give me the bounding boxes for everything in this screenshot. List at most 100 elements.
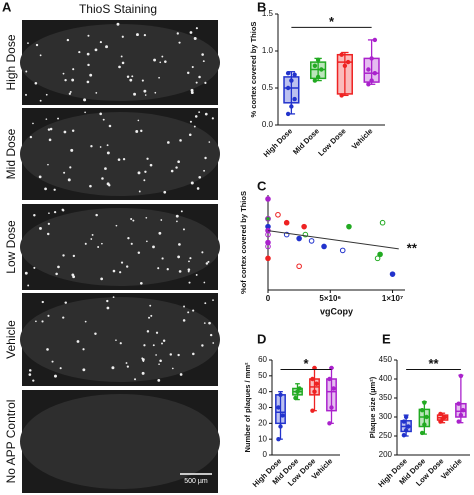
plaque-dot (99, 146, 102, 148)
point (292, 96, 297, 102)
plaque-dot (203, 281, 206, 284)
x-tick-label: Vehicle (350, 126, 375, 151)
point (321, 243, 327, 250)
plaque-dot (69, 90, 72, 93)
y-axis-label: %of cortex covered by ThioS (239, 191, 248, 294)
y-tick-label: 250 (379, 431, 393, 440)
point (442, 414, 448, 420)
plaque-dot (108, 184, 111, 187)
plaque-dot (46, 348, 49, 351)
plaque-dot (64, 78, 67, 82)
plaque-dot (119, 271, 122, 274)
point (312, 389, 317, 394)
plaque-dot (82, 348, 85, 351)
plaque-dot (39, 226, 42, 230)
plaque-dot (143, 89, 147, 93)
point (438, 419, 443, 424)
plaque-dot (162, 339, 166, 342)
plaque-dot (119, 342, 122, 345)
plaque-dot (87, 34, 90, 37)
plaque-dot (201, 344, 204, 347)
plaque-dot (141, 357, 144, 360)
y-tick-label: 450 (379, 355, 393, 364)
point (460, 407, 466, 413)
plaque-dot (35, 320, 37, 323)
plaque-dot (115, 224, 118, 227)
plaque-dot (141, 79, 144, 82)
point (265, 231, 271, 238)
plaque-dot (183, 305, 186, 308)
x-tick-label: 1×10⁷ (382, 294, 403, 303)
plaque-dot (62, 254, 65, 257)
point (374, 255, 381, 262)
plaque-dot (49, 127, 53, 131)
significance: ** (428, 356, 439, 371)
plaque-dot (45, 93, 48, 96)
plaque-dot (39, 99, 42, 102)
plaque-dot (104, 167, 107, 170)
point (285, 111, 291, 117)
plaque-dot (178, 243, 181, 246)
plaque-dot (189, 120, 192, 123)
plaque-dot (201, 251, 204, 254)
y-tick-label: 0.0 (262, 120, 274, 129)
plaque-dot (112, 269, 116, 273)
point (401, 433, 407, 438)
plaque-dot (198, 75, 201, 79)
plaque-dot (57, 265, 60, 269)
plaque-dot (33, 214, 36, 217)
plaque-dot (212, 299, 214, 302)
y-tick-label: 50 (258, 371, 267, 380)
point (283, 231, 290, 238)
point (312, 78, 318, 83)
row-label: Vehicle (4, 320, 18, 359)
point (327, 421, 332, 426)
plaque-dot (188, 260, 190, 263)
plaque-dot (158, 76, 160, 79)
plaque-dot (105, 45, 109, 49)
plaque-dot (106, 299, 109, 303)
plaque-dot (187, 311, 190, 314)
plaque-dot (177, 255, 181, 259)
plaque-dot (198, 175, 202, 179)
plaque-dot (196, 187, 200, 190)
plaque-dot (143, 179, 146, 182)
plaque-dot (155, 354, 157, 356)
plaque-dot (99, 40, 102, 44)
plaque-dot (158, 231, 162, 235)
significance: * (329, 14, 335, 29)
plaque-dot (78, 50, 81, 54)
plaque-dot (126, 365, 129, 368)
y-tick-label: 200 (379, 450, 393, 459)
point (458, 412, 464, 418)
plaque-dot (190, 88, 194, 92)
point (419, 430, 425, 436)
plaque-dot (189, 257, 192, 260)
plaque-dot (45, 118, 48, 120)
plaque-dot (212, 342, 215, 344)
plaque-dot (27, 42, 29, 44)
point (456, 419, 461, 424)
plaque-dot (94, 332, 97, 335)
plaque-dot (126, 265, 129, 268)
plaque-dot (63, 130, 67, 134)
plaque-dot (27, 284, 30, 287)
plaque-dot (48, 138, 52, 142)
point (265, 196, 271, 202)
plaque-dot (192, 309, 195, 312)
scale-bar-label: 500 µm (184, 478, 208, 485)
plaque-dot (32, 122, 34, 125)
row-label: Low Dose (4, 220, 18, 274)
point (331, 386, 336, 391)
plaque-dot (62, 316, 65, 319)
plaque-dot (178, 41, 181, 44)
point (278, 424, 283, 429)
y-tick-label: 0 (263, 450, 268, 459)
plaque-dot (71, 129, 75, 132)
plaque-dot (190, 181, 194, 185)
plaque-dot (158, 363, 160, 366)
plaque-dot (33, 266, 36, 269)
significance: ** (407, 240, 418, 255)
panel-label: E (382, 331, 391, 346)
point (369, 56, 374, 61)
